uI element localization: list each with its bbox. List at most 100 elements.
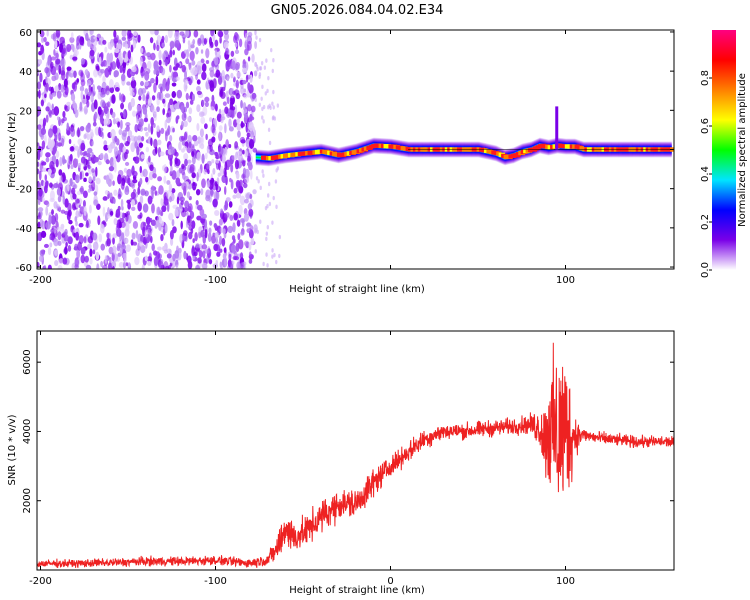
noise-speckle [53, 49, 56, 56]
noise-speckle [54, 72, 59, 81]
noise-speckle [44, 67, 49, 74]
noise-speckle [102, 206, 106, 217]
noise-speckle [183, 131, 188, 141]
noise-speckle [40, 99, 45, 107]
noise-speckle [47, 55, 51, 66]
noise-speckle [59, 36, 65, 45]
noise-speckle [110, 128, 116, 139]
noise-speckle [183, 152, 189, 161]
noise-speckle [94, 111, 98, 120]
noise-speckle [276, 103, 280, 108]
noise-speckle [140, 88, 147, 94]
noise-speckle [164, 265, 170, 269]
noise-speckle [61, 48, 65, 55]
noise-speckle [272, 195, 275, 201]
noise-speckle [145, 216, 151, 225]
noise-speckle [43, 36, 47, 43]
noise-speckle [122, 261, 126, 269]
noise-speckle [196, 104, 201, 113]
noise-speckle [92, 121, 97, 127]
noise-speckle [140, 221, 146, 232]
noise-speckle [65, 71, 69, 80]
noise-speckle [45, 206, 49, 216]
noise-speckle [79, 85, 85, 92]
noise-speckle [119, 112, 124, 117]
noise-speckle [254, 249, 257, 254]
noise-speckle [235, 172, 240, 180]
noise-speckle [100, 243, 105, 251]
noise-speckle [209, 220, 213, 226]
noise-speckle [119, 65, 123, 74]
noise-speckle [269, 105, 272, 111]
noise-speckle [248, 251, 252, 257]
noise-speckle [110, 42, 113, 49]
noise-speckle [132, 221, 139, 229]
noise-speckle [172, 127, 175, 133]
noise-speckle [197, 65, 202, 75]
signal-core-mark [508, 154, 514, 159]
noise-speckle [223, 247, 227, 253]
noise-speckle [170, 146, 176, 155]
signal-core-mark [559, 143, 564, 149]
noise-speckle [140, 188, 146, 196]
noise-speckle [157, 246, 162, 251]
noise-speckle [240, 86, 245, 95]
noise-speckle [86, 153, 91, 158]
noise-speckle [225, 47, 229, 55]
noise-speckle [137, 186, 141, 196]
signal-core-mark [503, 154, 509, 160]
noise-speckle [179, 31, 185, 36]
noise-speckle [249, 193, 253, 200]
noise-speckle [228, 253, 232, 261]
noise-speckle [270, 47, 273, 53]
signal-core-mark [371, 144, 376, 149]
noise-speckle [130, 44, 134, 53]
noise-speckle [41, 250, 46, 255]
noise-speckle [137, 34, 141, 43]
noise-speckle [159, 151, 165, 157]
noise-speckle [210, 106, 215, 111]
noise-speckle [159, 209, 163, 216]
noise-speckle [116, 228, 122, 237]
colorbar-tick-label: 0.8 [700, 70, 711, 86]
noise-speckle [232, 222, 236, 233]
noise-speckle [95, 177, 101, 185]
noise-speckle [55, 30, 61, 38]
noise-speckle [83, 133, 87, 140]
noise-speckle [278, 234, 282, 240]
signal-core-mark [403, 146, 408, 151]
noise-speckle [107, 65, 111, 73]
noise-speckle [230, 244, 236, 253]
noise-speckle [225, 139, 230, 150]
noise-speckle [47, 140, 51, 149]
noise-speckle [205, 48, 210, 59]
noise-speckle [174, 151, 179, 157]
noise-speckle [113, 30, 117, 38]
noise-speckle [37, 150, 41, 161]
noise-speckle [134, 256, 140, 266]
noise-speckle [176, 89, 183, 99]
noise-speckle [215, 190, 220, 201]
noise-speckle [236, 219, 241, 227]
signal-core-mark [488, 149, 494, 155]
noise-speckle [100, 223, 105, 234]
noise-speckle [137, 201, 142, 212]
noise-speckle [213, 55, 219, 66]
noise-speckle [131, 66, 137, 73]
noise-speckle [66, 66, 72, 71]
noise-speckle [150, 116, 154, 126]
noise-speckle [274, 179, 278, 184]
noise-speckle [212, 232, 216, 237]
noise-speckle [163, 163, 167, 174]
noise-speckle [207, 180, 211, 188]
noise-speckle [255, 176, 259, 181]
noise-speckle [206, 163, 210, 170]
noise-speckle [47, 247, 52, 256]
noise-speckle [247, 31, 253, 38]
noise-speckle [131, 76, 135, 82]
chart-title: GN05.2026.084.04.02.E34 [271, 3, 444, 18]
noise-speckle [106, 144, 113, 149]
noise-speckle [261, 115, 264, 120]
noise-speckle [80, 247, 86, 255]
